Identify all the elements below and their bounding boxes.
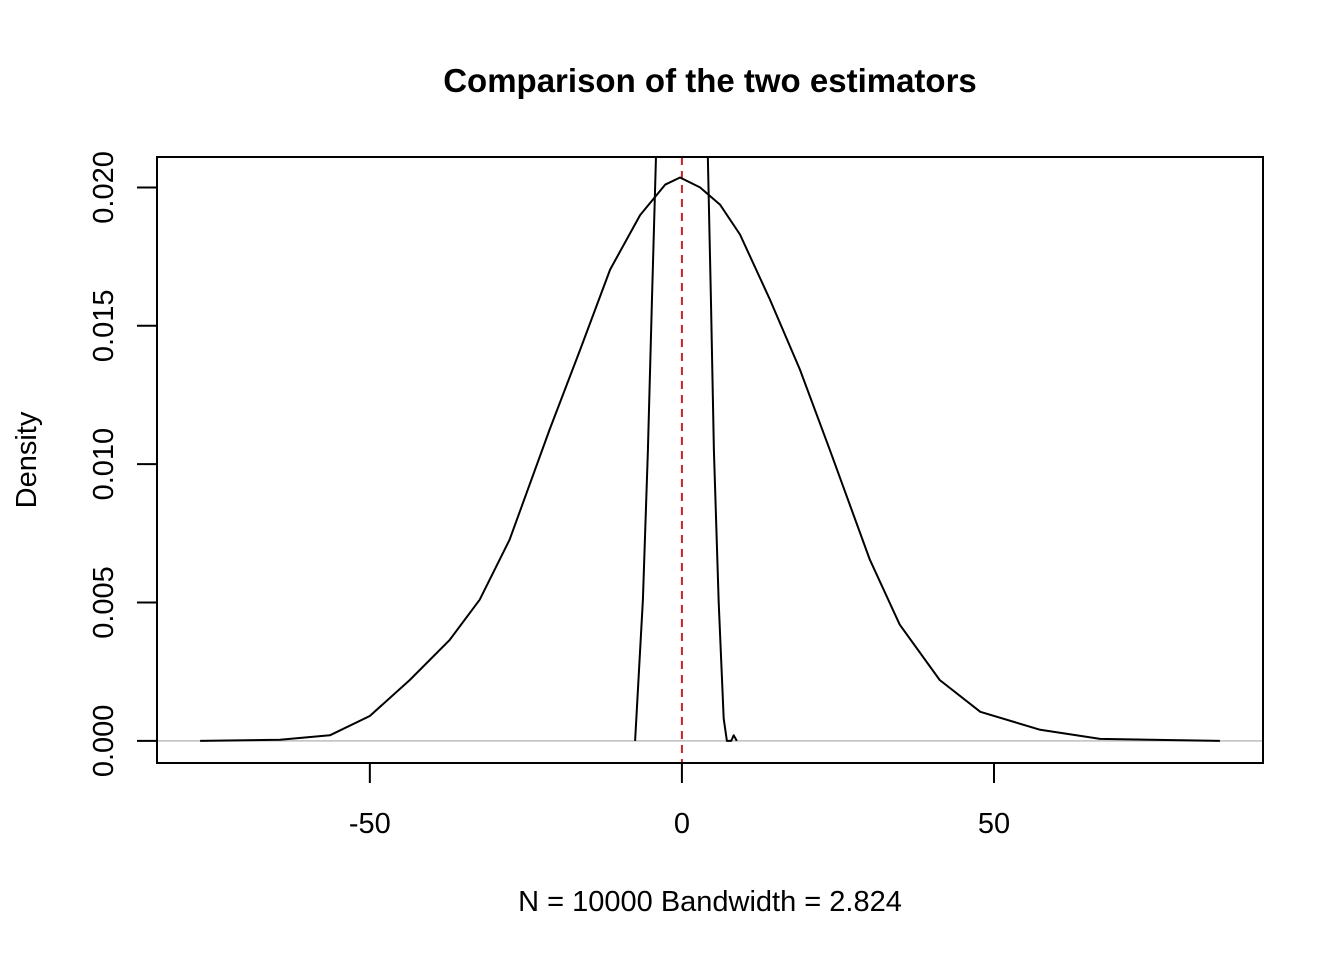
- y-axis-label: Density: [11, 411, 43, 508]
- y-tick-label: 0.000: [88, 705, 120, 778]
- x-tick-label: 50: [978, 808, 1010, 840]
- chart-title: Comparison of the two estimators: [443, 62, 977, 99]
- density-curve-1: [200, 176, 1220, 742]
- x-axis-label: N = 10000 Bandwidth = 2.824: [518, 886, 902, 918]
- density-curve-2: [634, 157, 738, 742]
- x-tick-label: 0: [674, 808, 690, 840]
- y-tick-label: 0.015: [88, 290, 120, 363]
- y-tick-label: 0.005: [88, 566, 120, 639]
- x-tick-label: -50: [349, 808, 391, 840]
- y-tick-label: 0.020: [88, 151, 120, 224]
- y-tick-label: 0.010: [88, 428, 120, 501]
- plot-frame: [156, 156, 1264, 764]
